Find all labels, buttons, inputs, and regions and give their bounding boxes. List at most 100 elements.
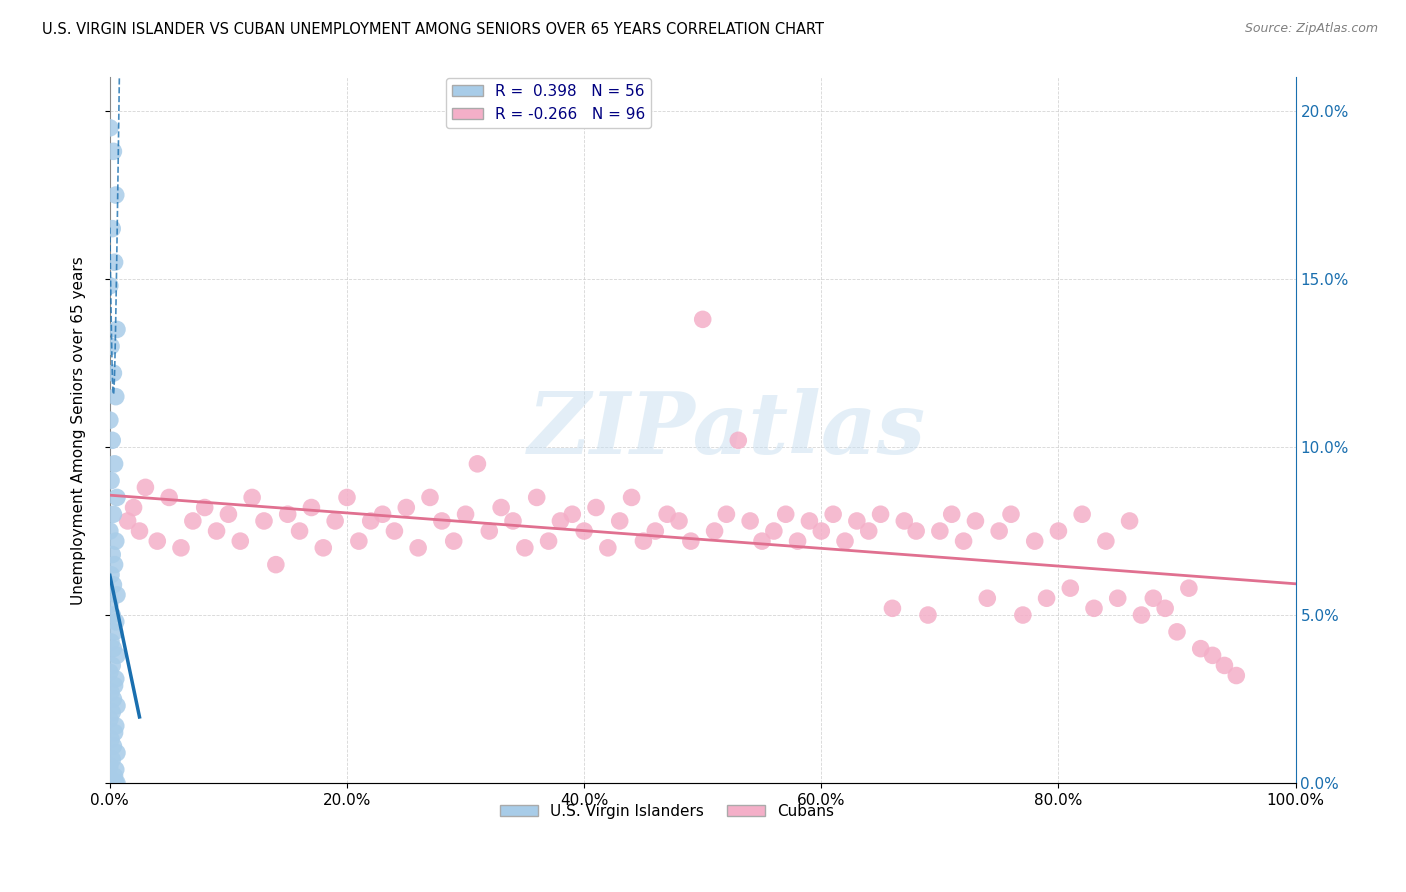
Point (194, 500, 217, 515)
Point (117, 514, 139, 528)
Point (716, 508, 738, 522)
Point (98, 524, 121, 538)
Point (104, 534, 127, 549)
Point (217, 508, 239, 522)
Point (104, 188, 127, 202)
Point (104, 457, 127, 471)
Point (146, 534, 169, 549)
Point (347, 534, 370, 549)
Point (965, 514, 987, 528)
Point (105, 588, 128, 602)
Point (976, 591, 998, 606)
Point (905, 524, 928, 538)
Point (98, 712, 121, 726)
Point (1107, 591, 1129, 606)
Point (1142, 591, 1164, 606)
Point (360, 514, 382, 528)
Point (100, 685, 122, 699)
Point (823, 508, 845, 522)
Point (104, 776, 127, 790)
Point (1059, 581, 1081, 595)
Point (537, 534, 560, 549)
Point (668, 514, 690, 528)
Point (98, 120, 121, 135)
Point (312, 541, 335, 555)
Point (751, 534, 773, 549)
Point (893, 514, 915, 528)
Point (103, 508, 125, 522)
Point (655, 508, 678, 522)
Text: Source: ZipAtlas.com: Source: ZipAtlas.com (1244, 22, 1378, 36)
Point (430, 514, 453, 528)
Point (105, 746, 128, 760)
Point (679, 534, 702, 549)
Point (882, 601, 904, 615)
Point (104, 776, 127, 790)
Point (229, 534, 252, 549)
Point (1083, 601, 1105, 615)
Point (288, 524, 311, 538)
Point (103, 739, 125, 753)
Point (1095, 534, 1118, 549)
Text: ZIPatlas: ZIPatlas (527, 389, 925, 472)
Point (264, 558, 287, 572)
Point (1166, 624, 1188, 639)
Point (134, 480, 156, 494)
Point (1000, 508, 1022, 522)
Point (205, 524, 228, 538)
Point (104, 719, 127, 733)
Point (585, 500, 607, 515)
Point (550, 514, 572, 528)
Point (100, 635, 122, 649)
Point (572, 524, 595, 538)
Point (810, 524, 832, 538)
Point (1024, 534, 1046, 549)
Point (101, 776, 124, 790)
Point (105, 776, 128, 790)
Point (240, 491, 263, 505)
Point (845, 514, 868, 528)
Point (786, 534, 808, 549)
Point (105, 698, 128, 713)
Point (633, 534, 655, 549)
Point (762, 524, 785, 538)
Point (620, 491, 643, 505)
Point (122, 500, 145, 515)
Point (1213, 658, 1236, 673)
Point (1201, 648, 1223, 663)
Point (104, 558, 127, 572)
Point (100, 339, 122, 353)
Point (869, 508, 891, 522)
Point (100, 776, 122, 790)
Point (103, 145, 125, 159)
Point (644, 524, 666, 538)
Point (98, 759, 121, 773)
Point (1178, 581, 1201, 595)
Point (692, 312, 714, 326)
Point (917, 608, 939, 623)
Point (98, 413, 121, 427)
Point (489, 500, 512, 515)
Point (104, 725, 127, 739)
Point (253, 514, 276, 528)
Y-axis label: Unemployment Among Seniors over 65 years: Unemployment Among Seniors over 65 years (72, 256, 86, 605)
Point (596, 541, 619, 555)
Point (101, 706, 124, 720)
Point (1225, 668, 1247, 682)
Point (928, 524, 950, 538)
Point (1047, 524, 1070, 538)
Point (104, 624, 127, 639)
Text: U.S. VIRGIN ISLANDER VS CUBAN UNEMPLOYMENT AMONG SENIORS OVER 65 YEARS CORRELATI: U.S. VIRGIN ISLANDER VS CUBAN UNEMPLOYME… (42, 22, 824, 37)
Legend: U.S. Virgin Islanders, Cubans: U.S. Virgin Islanders, Cubans (494, 797, 841, 825)
Point (101, 608, 124, 623)
Point (98, 278, 121, 293)
Point (105, 491, 128, 505)
Point (101, 752, 124, 766)
Point (834, 534, 856, 549)
Point (941, 508, 963, 522)
Point (406, 541, 429, 555)
Point (454, 508, 477, 522)
Point (103, 578, 125, 592)
Point (561, 508, 583, 522)
Point (502, 514, 524, 528)
